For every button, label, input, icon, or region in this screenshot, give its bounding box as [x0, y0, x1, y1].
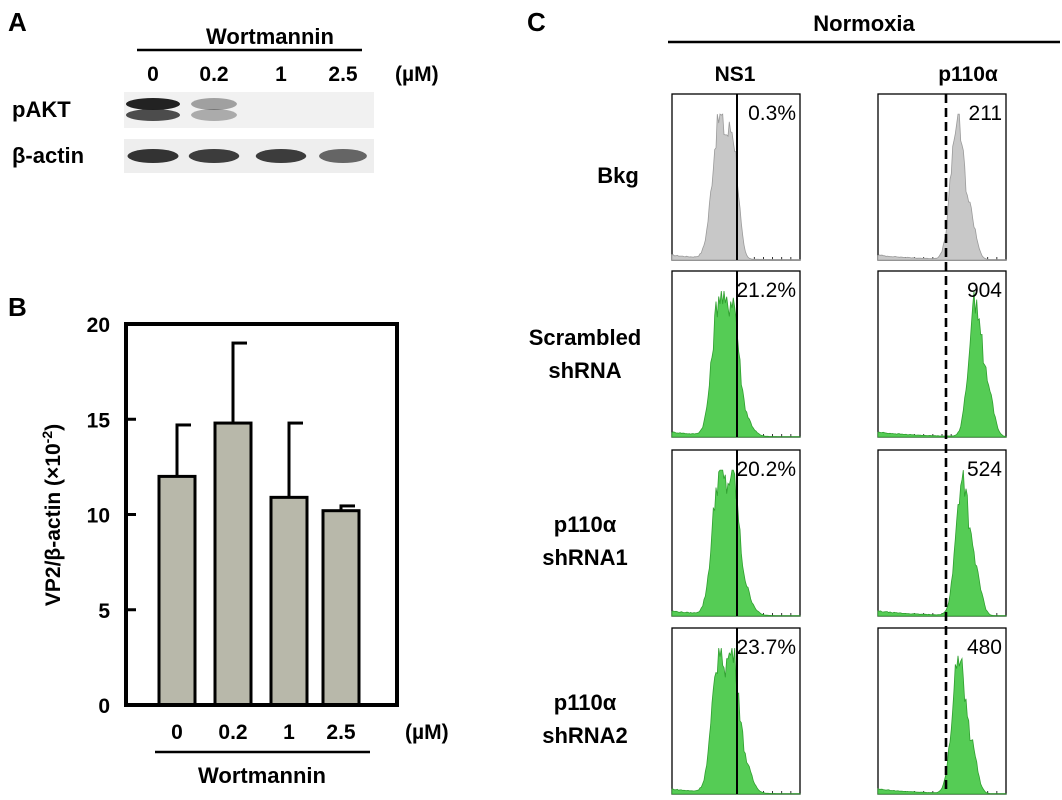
percent-positive-value: 21.2%: [736, 279, 796, 302]
panel-a-dose-4: 2.5: [328, 63, 358, 86]
panel-a-letter: A: [8, 7, 27, 37]
x-group-label: Wortmannin: [198, 763, 326, 788]
column-header-p110a: p110α: [938, 63, 998, 86]
bar: [157, 474, 197, 707]
histogram-distribution: [877, 470, 1007, 617]
blot-band: [127, 149, 179, 163]
row-label-bkg: Bkg: [597, 163, 639, 188]
panel-a-dose-2: 0.2: [199, 63, 228, 86]
y-tick-label: 20: [87, 314, 110, 337]
y-tick-label: 0: [98, 695, 110, 718]
blot-label-pakt: pAKT: [12, 97, 71, 122]
bar: [213, 421, 253, 707]
y-tick-label: 5: [98, 600, 110, 623]
y-axis-label-superscript: -2: [39, 431, 55, 444]
panel-a-dose-1: 0: [147, 63, 159, 86]
y-tick-label: 15: [87, 409, 111, 432]
y-axis-label-end: ): [42, 424, 65, 431]
histogram-distribution: [877, 291, 1007, 438]
y-axis-label: VP2/β-actin (×10-2): [39, 424, 65, 606]
percent-positive-value: 20.2%: [736, 458, 796, 481]
row-label-scrambled-line1: Scrambled: [529, 325, 642, 350]
panel-c-letter: C: [527, 7, 546, 37]
x-unit-label: (µM): [405, 721, 449, 744]
row-label-scrambled-line2: shRNA: [548, 358, 621, 383]
percent-positive-value: 0.3%: [748, 102, 796, 125]
blot-band: [191, 109, 237, 121]
bar: [269, 495, 309, 707]
blot-label-beta-actin: β-actin: [12, 143, 84, 168]
histogram-p110a: [877, 93, 1007, 261]
mfi-value: 524: [967, 458, 1002, 481]
blot-band: [255, 149, 307, 163]
blot-band: [126, 98, 180, 110]
panel-a-dose-3: 1: [275, 63, 287, 86]
row-label-shrna1-line1: p110α: [554, 512, 617, 537]
row-label-shrna2-line2: shRNA2: [542, 723, 628, 748]
y-tick-label: 10: [87, 505, 110, 528]
bar-chart: 0 5 10 15 20 0 0.2 1 2.5: [87, 314, 361, 744]
mfi-value: 480: [967, 636, 1002, 659]
blot-band: [319, 149, 367, 163]
mfi-value: 904: [967, 279, 1002, 302]
x-tick-label: 1: [283, 721, 295, 744]
row-label-shrna1-line2: shRNA1: [542, 545, 628, 570]
panel-a-treatment-label: Wortmannin: [206, 24, 334, 49]
x-tick-label: 2.5: [326, 721, 356, 744]
panel-a-unit: (µM): [395, 63, 439, 86]
condition-label: Normoxia: [813, 11, 915, 36]
percent-positive-value: 23.7%: [736, 636, 796, 659]
mfi-value: 211: [969, 102, 1002, 125]
histogram-distribution: [877, 113, 1007, 261]
histogram-p110a: [877, 449, 1007, 617]
histogram-grid: 0.3% 211 21.2% 904 20.2% 524 23.7% 480: [671, 93, 1007, 795]
blot-band: [188, 149, 240, 163]
bar: [321, 509, 361, 707]
panel-b-letter: B: [8, 292, 27, 322]
panel-c: C Normoxia NS1 p110α Bkg Scrambled shRNA…: [527, 7, 1060, 795]
panel-b: B VP2/β-actin (×10-2) 0 5 10 15 20 0 0.2 1 2.5 (…: [8, 292, 449, 788]
row-label-shrna2-line1: p110α: [554, 690, 617, 715]
panel-a: A Wortmannin 0 0.2 1 2.5 (µM) pAKT β-act…: [8, 7, 439, 173]
blot-bands-beta-actin: [127, 149, 367, 163]
plot-frame: [124, 322, 399, 707]
blot-band: [191, 98, 237, 110]
histogram-distribution: [877, 655, 1007, 795]
x-tick-label: 0: [171, 721, 183, 744]
blot-bands-pakt: [126, 98, 237, 121]
blot-band: [126, 109, 180, 121]
column-header-ns1: NS1: [715, 63, 756, 86]
x-tick-label: 0.2: [218, 721, 247, 744]
y-axis-label-main: VP2/β-actin (×10: [42, 443, 65, 606]
